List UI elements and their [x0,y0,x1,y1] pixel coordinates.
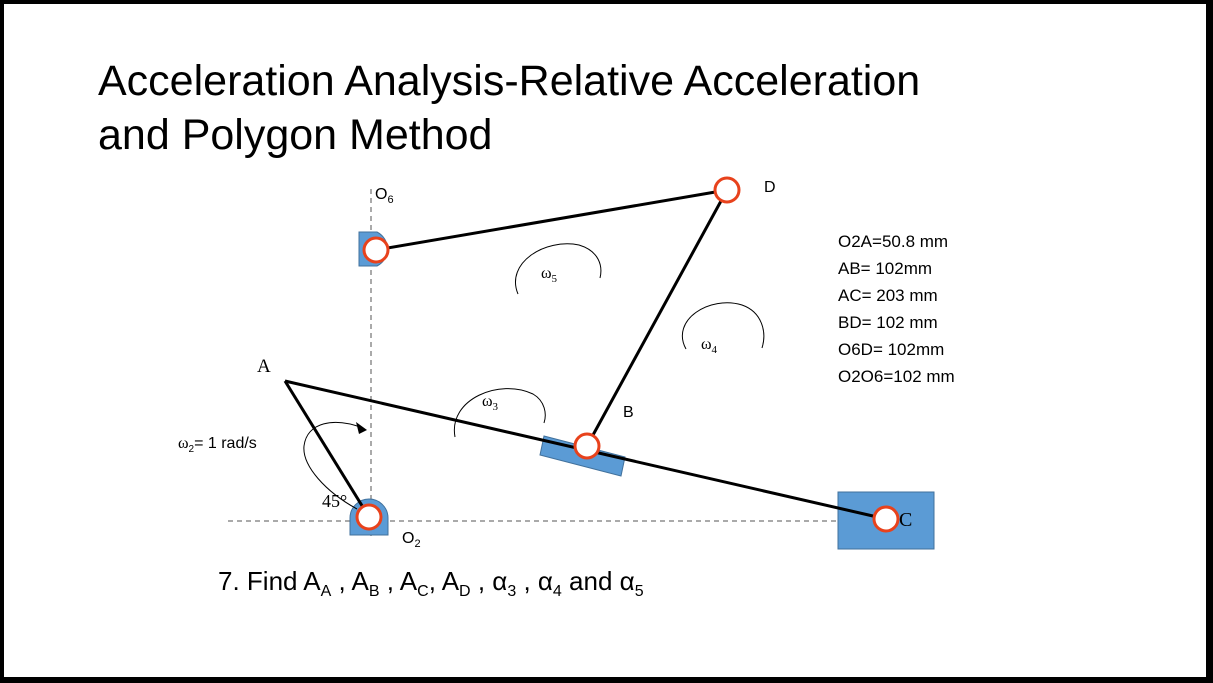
omega2-label: ω2= 1 rad/s [178,435,257,456]
spec-bd: BD= 102 mm [838,313,938,332]
link-o6-d [375,188,728,252]
label-d: D [764,179,776,196]
joint-b [573,432,601,460]
spec-o2a: O2A=50.8 mm [838,232,949,251]
spec-o6d: O6D= 102mm [838,340,945,359]
joint-o6 [362,236,390,264]
omega4-arc [681,302,765,350]
link-b-d [585,189,729,447]
label-o2: O2 [402,530,421,551]
title-line-1: Acceleration Analysis-Relative Accelerat… [98,57,921,105]
omega4-label: ω4 [701,336,718,357]
title-line-2: and Polygon Method [98,111,493,159]
label-a: A [257,356,271,377]
joint-o2 [355,503,383,531]
omega3-arc [453,388,546,438]
link-o2-a [283,380,371,518]
spec-o2o6: O2O6=102 mm [838,367,955,386]
omega5-arc [515,243,602,295]
omega5-label: ω5 [541,265,558,286]
joint-c [872,505,900,533]
mechanism-diagram [228,176,935,550]
omega2-arrowhead [356,422,367,434]
label-c: C [899,509,913,531]
joint-d [713,176,741,204]
slide: Acceleration Analysis-Relative Accelerat… [4,4,1206,677]
angle-label: 45° [322,491,348,511]
spec-ac: AC= 203 mm [838,286,938,305]
omega3-label: ω3 [482,393,499,414]
spec-ab: AB= 102mm [838,259,933,278]
label-o6: O6 [375,186,394,207]
task-statement: 7. Find AA , AB , AC, AD , α3 , α4 and α… [218,566,644,600]
slide-title: Acceleration Analysis-Relative Accelerat… [98,54,920,162]
label-b: B [623,404,634,421]
omega2-arrow-arc [303,422,364,510]
